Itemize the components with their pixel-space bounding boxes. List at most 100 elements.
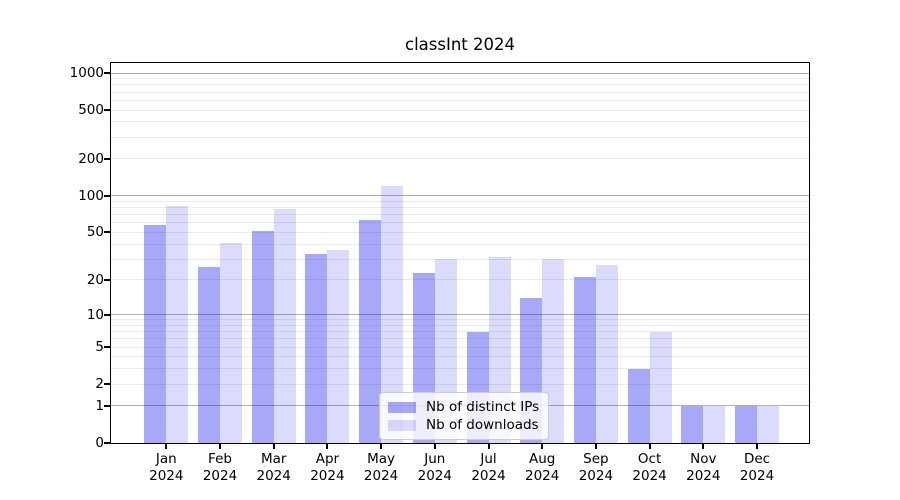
x-tick-month: Jul <box>480 451 497 467</box>
bar-downloads <box>220 242 242 443</box>
legend-label-downloads: Nb of downloads <box>426 417 539 433</box>
bar-distinct-ips <box>305 254 328 443</box>
x-tick-year: 2024 <box>202 467 238 484</box>
x-axis-tick-label: Apr 2024 <box>287 451 367 484</box>
x-axis-tick-label: Jan 2024 <box>126 451 206 484</box>
y-tick-mark <box>104 157 110 160</box>
x-axis-tick-label: Nov 2024 <box>663 451 743 484</box>
bar-distinct-ips <box>573 277 596 443</box>
gridline-minor <box>111 346 809 348</box>
x-axis-tick-label: May 2024 <box>341 451 421 484</box>
bar-distinct-ips <box>198 266 220 443</box>
bar-downloads <box>166 206 189 443</box>
x-tick-mark <box>165 444 168 449</box>
gridline-minor <box>111 200 809 202</box>
y-tick-mark <box>104 72 110 74</box>
bar-distinct-ips <box>359 220 382 443</box>
y-axis-tick-label: 2 <box>95 376 104 393</box>
x-tick-year: 2024 <box>417 467 452 484</box>
y-tick-mark <box>104 313 110 316</box>
x-axis-tick-label: Jul 2024 <box>449 451 529 484</box>
gridline-minor <box>111 109 809 111</box>
y-tick-mark <box>104 383 110 386</box>
x-tick-month: Sep <box>583 451 609 467</box>
y-tick-mark <box>104 278 110 281</box>
gridline-minor <box>111 383 809 385</box>
gridline-minor <box>111 84 809 86</box>
bar-downloads <box>757 405 779 443</box>
gridline-minor <box>111 231 809 233</box>
legend: Nb of distinct IPs Nb of downloads <box>379 392 550 440</box>
legend-label-distinct-ips: Nb of distinct IPs <box>426 399 540 415</box>
bar-distinct-ips <box>144 224 167 443</box>
gridline-minor <box>111 158 809 160</box>
bar-distinct-ips <box>681 405 704 443</box>
gridline-minor <box>111 338 809 340</box>
x-tick-year: 2024 <box>686 467 721 484</box>
x-tick-mark <box>648 444 651 449</box>
x-tick-mark <box>487 444 490 449</box>
x-tick-year: 2024 <box>256 467 291 484</box>
bar-distinct-ips <box>627 368 650 443</box>
bar-downloads <box>649 331 672 443</box>
bar-downloads <box>703 405 726 443</box>
x-tick-year: 2024 <box>578 467 614 484</box>
y-axis-tick-label: 500 <box>78 102 104 119</box>
x-axis-tick-label: Oct 2024 <box>610 451 690 484</box>
x-tick-year: 2024 <box>149 467 184 484</box>
gridline-major <box>111 72 809 74</box>
y-tick-mark <box>104 194 110 197</box>
gridline-minor <box>111 279 809 281</box>
x-axis-tick-label: Jun 2024 <box>395 451 475 484</box>
gridline-minor <box>111 258 809 260</box>
y-tick-mark <box>104 346 110 349</box>
x-tick-month: Jun <box>424 451 446 467</box>
legend-item-distinct-ips: Nb of distinct IPs <box>388 399 539 415</box>
gridline-major <box>111 314 809 316</box>
bar-downloads <box>381 186 404 443</box>
plot-area <box>110 62 810 444</box>
y-axis-tick-label: 10 <box>86 306 104 323</box>
y-axis-tick-label: 200 <box>78 150 104 167</box>
x-tick-mark <box>541 444 544 449</box>
x-tick-mark <box>756 444 758 449</box>
y-axis-tick-label: 50 <box>86 224 104 241</box>
gridline-minor <box>111 368 809 370</box>
x-tick-year: 2024 <box>525 467 560 484</box>
x-tick-year: 2024 <box>739 467 775 484</box>
y-tick-mark <box>104 442 110 444</box>
gridline-minor <box>111 121 809 123</box>
y-axis-tick-label: 1 <box>95 397 104 414</box>
y-axis-tick-label: 20 <box>86 271 104 288</box>
x-tick-month: May <box>367 451 396 467</box>
bar-downloads <box>273 209 296 443</box>
x-tick-month: Aug <box>529 451 556 467</box>
x-tick-month: Dec <box>743 451 771 467</box>
chart-title: classInt 2024 <box>405 35 515 54</box>
x-tick-mark <box>594 444 597 449</box>
x-tick-mark <box>380 444 383 449</box>
bar-distinct-ips <box>735 405 757 443</box>
x-axis-tick-label: Aug 2024 <box>502 451 582 484</box>
gridline-minor <box>111 207 809 209</box>
gridline-minor <box>111 356 809 358</box>
gridline-major <box>111 195 809 197</box>
x-tick-month: Nov <box>690 451 717 467</box>
legend-swatch-distinct-ips <box>388 401 416 413</box>
gridline-minor <box>111 324 809 326</box>
bar-downloads <box>327 249 350 443</box>
y-axis-tick-label: 0 <box>95 435 104 451</box>
gridline-minor <box>111 319 809 321</box>
gridline-minor <box>111 91 809 93</box>
bar-distinct-ips <box>251 231 274 443</box>
gridline-minor <box>111 214 809 216</box>
gridline-minor <box>111 222 809 224</box>
x-axis-tick-label: Mar 2024 <box>234 451 314 484</box>
y-axis-tick-label: 100 <box>78 187 104 204</box>
x-tick-mark <box>702 444 705 449</box>
x-tick-mark <box>433 444 436 449</box>
x-axis-tick-label: Dec 2024 <box>717 451 797 484</box>
gridline-minor <box>111 136 809 138</box>
bar-downloads <box>595 264 618 443</box>
